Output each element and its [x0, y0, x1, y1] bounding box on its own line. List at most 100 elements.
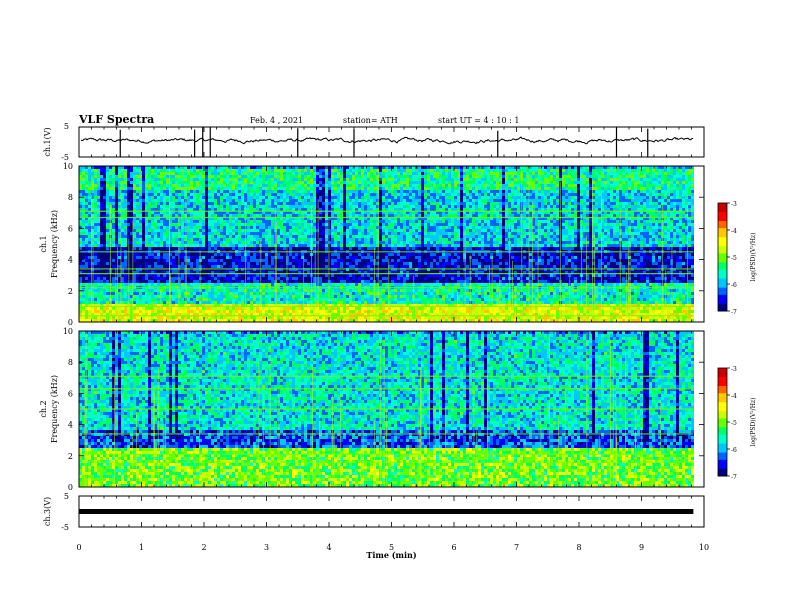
ch1-spec-cell	[235, 208, 238, 211]
ch1-spec-cell	[85, 262, 88, 265]
ch1-spec-cell	[112, 226, 115, 229]
ch1-spec-cell	[88, 241, 91, 244]
ch1-spec-cell	[322, 199, 325, 202]
ch1-spec-cell	[193, 256, 196, 259]
ch1-spec-cell	[133, 259, 136, 262]
ch1-spec-cell	[268, 265, 271, 268]
ch1-spec-cell	[163, 229, 166, 232]
ch1-spec-cell	[112, 196, 115, 199]
ch1-spec-cell	[187, 283, 190, 286]
ch1-spec-cell	[346, 181, 349, 184]
ch1-spec-cell	[319, 232, 322, 235]
ch1-spec-cell	[223, 175, 226, 178]
ch1-spec-cell	[175, 262, 178, 265]
ch1-spec-cell	[142, 238, 145, 241]
ch1-spec-cell	[358, 169, 361, 172]
ch1-spec-cell	[286, 220, 289, 223]
ch1-spec-cell	[163, 238, 166, 241]
ch1-spec-cell	[133, 244, 136, 247]
ch1-spec-cell	[214, 223, 217, 226]
ch1-spec-cell	[277, 226, 280, 229]
ch1-spec-cell	[250, 301, 253, 304]
ch1-spec-cell	[286, 310, 289, 313]
ch1-spec-cell	[232, 178, 235, 181]
ch1-spec-cell	[346, 283, 349, 286]
ch1-spec-cell	[235, 307, 238, 310]
ch1-spec-cell	[286, 262, 289, 265]
ch1-spec-cell	[292, 196, 295, 199]
ch1-spec-cell	[211, 178, 214, 181]
ch1-spec-cell	[163, 289, 166, 292]
ch1-spec-cell	[223, 193, 226, 196]
ch1-spec-cell	[142, 244, 145, 247]
ch1-spec-cell	[280, 205, 283, 208]
ch1-spec-cell	[280, 265, 283, 268]
ch1-spec-cell	[232, 169, 235, 172]
ch1-spec-cell	[283, 253, 286, 256]
ch1-spec-cell	[109, 169, 112, 172]
ch1-spec-cell	[262, 175, 265, 178]
ch1-spec-cell	[184, 301, 187, 304]
ch1-spec-cell	[256, 205, 259, 208]
ch1-spec-cell	[103, 262, 106, 265]
ch1-spec-cell	[175, 316, 178, 319]
ch1-spec-cell	[268, 295, 271, 298]
ch1-spec-cell	[283, 244, 286, 247]
ch1-spec-cell	[220, 190, 223, 193]
ch1-spec-cell	[340, 256, 343, 259]
ch1-spec-cell	[178, 289, 181, 292]
ch1-spec-cell	[250, 289, 253, 292]
ch1-spec-cell	[343, 220, 346, 223]
ch1-spec-cell	[292, 292, 295, 295]
ch1-spec-cell	[307, 259, 310, 262]
ch1-spec-cell	[271, 169, 274, 172]
ch1-spec-cell	[166, 181, 169, 184]
ch1-spec-cell	[355, 220, 358, 223]
ch1-spec-cell	[175, 280, 178, 283]
ch1-spec-cell	[190, 169, 193, 172]
ch1-spec-cell	[244, 175, 247, 178]
ch1-spec-cell	[319, 172, 322, 175]
ch1-spec-cell	[304, 238, 307, 241]
ch1-spec-cell	[184, 244, 187, 247]
ch1-spec-cell	[262, 208, 265, 211]
ch1-spec-cell	[271, 259, 274, 262]
ch1-spec-cell	[235, 229, 238, 232]
ch1-spec-cell	[232, 196, 235, 199]
ch1-spec-cell	[265, 196, 268, 199]
ch1-spec-cell	[343, 316, 346, 319]
ch1-spec-cell	[175, 172, 178, 175]
ch1-spec-cell	[94, 316, 97, 319]
ch1-spec-cell	[304, 277, 307, 280]
ch1-spec-cell	[286, 181, 289, 184]
ch1-spec-cell	[271, 226, 274, 229]
ch1-spec-cell	[178, 295, 181, 298]
ch1-spec-cell	[331, 229, 334, 232]
ch1-spec-cell	[277, 298, 280, 301]
ch1-spec-cell	[103, 193, 106, 196]
ch1-spec-cell	[289, 307, 292, 310]
ch1-spec-cell	[97, 253, 100, 256]
ch1-spec-cell	[88, 181, 91, 184]
ch1-spec-cell	[358, 175, 361, 178]
ch1-spec-cell	[325, 175, 328, 178]
ch1-spec-cell	[277, 232, 280, 235]
ch1-spec-cell	[340, 241, 343, 244]
ch1-spec-cell	[250, 247, 253, 250]
ch1-spec-cell	[139, 238, 142, 241]
ch1-spec-cell	[184, 298, 187, 301]
ch1-spec-cell	[163, 241, 166, 244]
ch1-spec-cell	[349, 241, 352, 244]
ch1-spec-cell	[238, 196, 241, 199]
ch1-spec-cell	[292, 208, 295, 211]
ch1-spec-cell	[256, 283, 259, 286]
ch1-spec-cell	[358, 274, 361, 277]
ch1-spec-cell	[193, 316, 196, 319]
ch1-spec-cell	[220, 208, 223, 211]
ch1-spec-cell	[157, 295, 160, 298]
ch1-spec-cell	[91, 178, 94, 181]
ch1-spec-cell	[346, 178, 349, 181]
ch1-spec-cell	[358, 247, 361, 250]
ch1-spec-cell	[172, 199, 175, 202]
ch1-spec-cell	[307, 316, 310, 319]
